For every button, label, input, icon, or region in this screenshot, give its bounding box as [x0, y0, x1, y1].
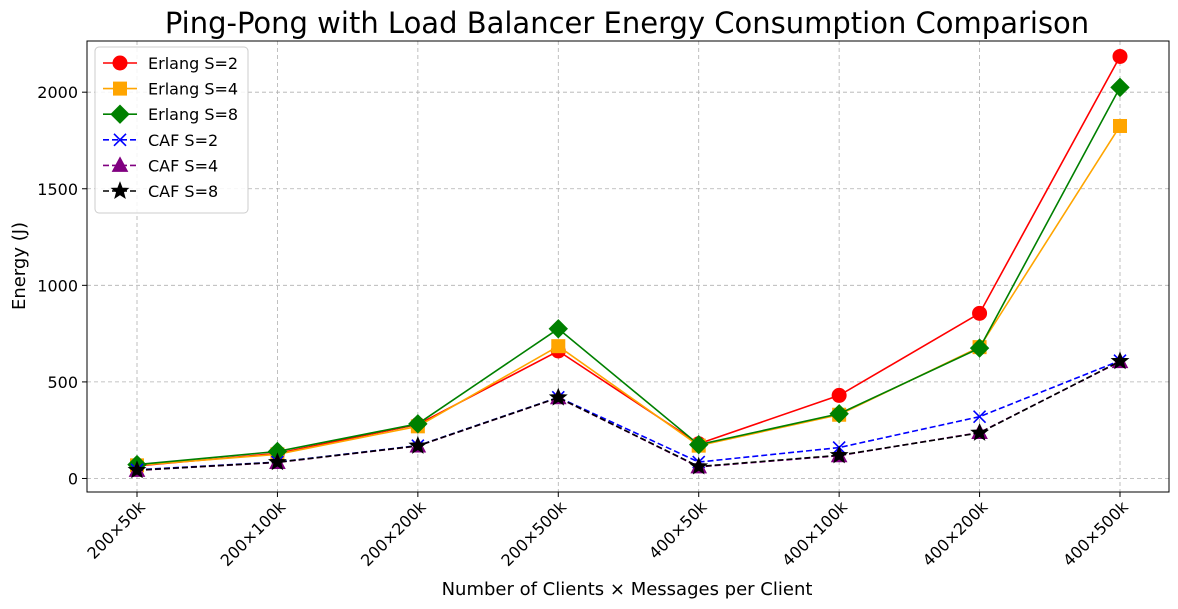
y-tick-label: 1500: [37, 180, 78, 199]
x-tick-label: 400×100k: [778, 497, 851, 570]
series-line-erlang-s-8: [136, 86, 1121, 466]
series-line-erlang-s-2: [136, 56, 1121, 467]
legend-marker: [111, 156, 129, 172]
data-point: [829, 445, 849, 464]
data-point: [689, 456, 709, 475]
data-point: [1110, 77, 1130, 98]
legend-label: Erlang S=2: [148, 54, 238, 73]
data-point: [973, 410, 987, 424]
legend-label: CAF S=4: [148, 156, 218, 175]
legend-item: CAF S=2: [103, 131, 218, 150]
series-erlang-s-8: [127, 77, 1130, 475]
legend-item: Erlang S=4: [103, 80, 238, 99]
plot-frame: [86, 40, 1170, 493]
chart-title: Ping-Pong with Load Balancer Energy Cons…: [165, 6, 1089, 40]
x-tick-label: 200×100k: [217, 497, 290, 570]
data-point: [689, 434, 709, 455]
x-tick-label: 200×200k: [357, 497, 430, 570]
legend-marker: [113, 133, 127, 147]
legend-label: CAF S=2: [148, 131, 218, 150]
x-tick-label: 200×50k: [83, 497, 149, 563]
data-point: [829, 404, 849, 424]
series-line-erlang-s-4: [136, 125, 1121, 467]
data-point: [127, 460, 147, 479]
x-axis-label: Number of Clients × Messages per Client: [442, 579, 813, 600]
y-axis: 0 500 1000 1500 2000: [37, 83, 87, 488]
data-point: [551, 339, 566, 354]
data-point: [267, 452, 287, 471]
legend-item: Erlang S=2: [103, 54, 238, 73]
legend-label: Erlang S=4: [148, 80, 238, 99]
legend-marker: [113, 81, 127, 96]
y-axis-label: Energy (J): [9, 222, 30, 310]
x-tick-label: 200×500k: [497, 497, 570, 570]
data-point: [548, 319, 568, 339]
y-tick-label: 500: [47, 373, 78, 392]
grid-lines: [87, 41, 1169, 492]
legend-item: Erlang S=8: [103, 104, 238, 124]
data-point: [969, 338, 990, 358]
x-tick-label: 400×50k: [645, 497, 711, 563]
data-point: [1113, 118, 1127, 133]
x-tick-label: 400×200k: [919, 497, 992, 570]
x-axis: 200×50k 200×100k 200×200k 200×500k 400×50k 40…: [83, 492, 1132, 570]
series-caf-s-8: [127, 351, 1130, 479]
data-point: [1112, 48, 1128, 64]
series-layer: [127, 48, 1130, 479]
data-point: [970, 422, 990, 441]
y-tick-label: 1000: [37, 276, 78, 295]
legend-label: Erlang S=8: [148, 105, 238, 124]
data-point: [408, 414, 428, 434]
data-point: [548, 387, 568, 406]
legend-marker: [110, 104, 130, 124]
data-point: [972, 305, 988, 321]
legend-marker: [112, 55, 128, 71]
series-line-caf-s-8: [136, 360, 1121, 471]
legend-item: CAF S=8: [103, 181, 218, 201]
y-tick-label: 0: [68, 469, 78, 488]
legend: Erlang S=2 Erlang S=4 Erlang S=8 CAF S=2 CAF…: [94, 46, 249, 214]
legend-item: CAF S=4: [103, 156, 218, 175]
legend-label: CAF S=8: [148, 182, 218, 201]
series-erlang-s-2: [129, 48, 1128, 474]
data-point: [408, 435, 428, 454]
y-tick-label: 2000: [37, 83, 78, 102]
data-point: [831, 387, 847, 403]
data-point: [1110, 351, 1130, 370]
x-tick-label: 400×500k: [1059, 497, 1132, 570]
legend-marker: [110, 181, 130, 200]
